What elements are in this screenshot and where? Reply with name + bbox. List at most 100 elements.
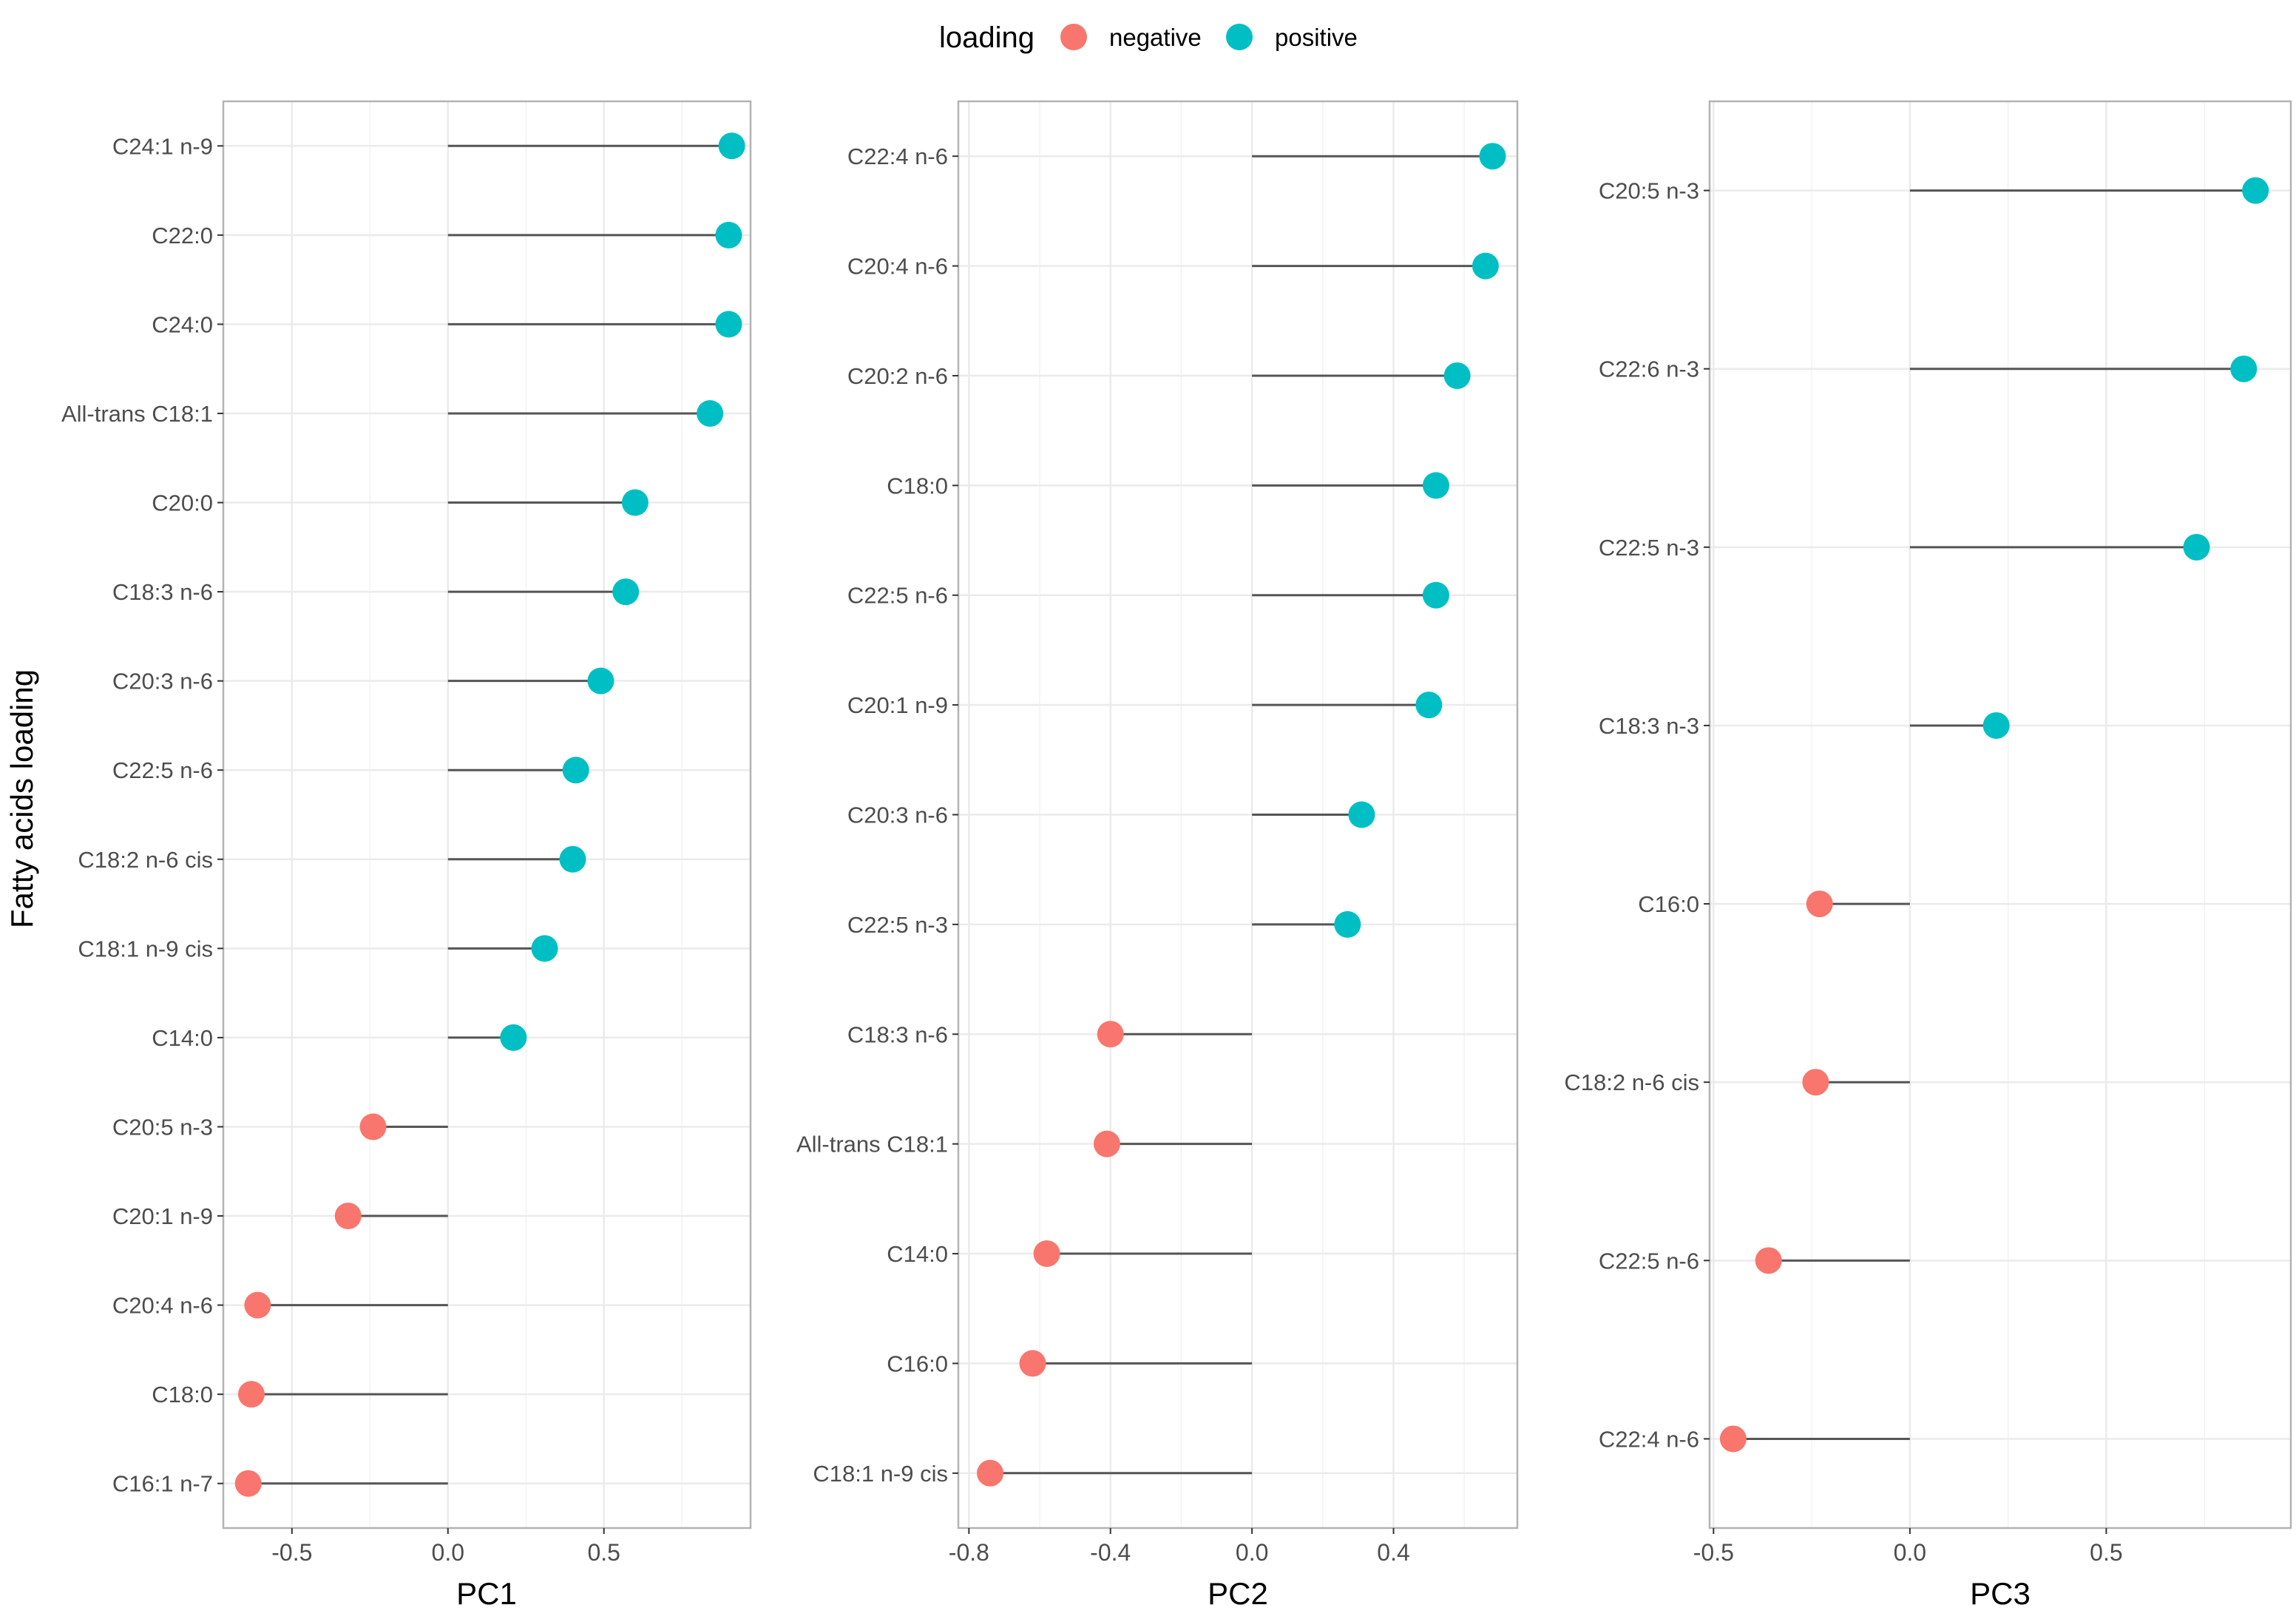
category-label: C14:0	[887, 1241, 948, 1267]
category-label: C18:3 n-6	[112, 579, 213, 605]
legend-positive-label: positive	[1275, 24, 1358, 51]
x-tick-label: -0.5	[1693, 1539, 1734, 1566]
category-label: C20:2 n-6	[847, 363, 948, 389]
category-label: C18:1 n-9 cis	[78, 936, 213, 961]
lollipop-point	[1755, 1247, 1782, 1274]
category-label: C20:5 n-3	[1599, 178, 1699, 204]
category-label: C22:5 n-3	[847, 912, 948, 938]
category-label: C22:4 n-6	[1599, 1426, 1699, 1452]
category-label: C16:0	[1638, 891, 1699, 917]
category-label: C24:0	[152, 311, 213, 337]
x-axis-title: PC2	[1208, 1576, 1268, 1611]
category-label: C14:0	[152, 1025, 213, 1051]
category-label: C18:0	[152, 1382, 213, 1407]
lollipop-point	[715, 221, 742, 249]
panel-pc2: C22:4 n-6 C20:4 n-6 C20:2 n-6 C18:0 C22:5 n-…	[796, 100, 1519, 1611]
x-tick-label: -0.4	[1090, 1539, 1131, 1566]
lollipop-point	[977, 1459, 1004, 1487]
category-label: C20:3 n-6	[112, 669, 213, 694]
lollipop-point	[1802, 1069, 1829, 1096]
category-label: C22:5 n-6	[112, 757, 213, 783]
lollipop-point	[234, 1470, 262, 1497]
x-tick-label: 0.5	[2090, 1539, 2122, 1566]
panel-background	[1710, 101, 2291, 1528]
lollipop-point	[587, 667, 614, 694]
legend-positive-swatch	[1226, 24, 1253, 50]
category-label: C20:1 n-9	[847, 692, 948, 718]
category-label: All-trans C18:1	[61, 401, 213, 427]
lollipop-point	[1982, 712, 2010, 739]
category-label: C22:4 n-6	[847, 143, 948, 169]
lollipop-point	[718, 132, 745, 160]
category-label: C22:5 n-6	[847, 583, 948, 609]
category-label: C18:3 n-6	[847, 1021, 948, 1047]
category-label: C18:3 n-3	[1599, 713, 1699, 739]
lollipop-point	[559, 845, 586, 873]
x-tick-label: -0.8	[949, 1539, 989, 1566]
x-axis-title: PC1	[456, 1576, 517, 1611]
lollipop-point	[334, 1203, 362, 1230]
lollipop-point	[1806, 890, 1833, 918]
lollipop-point	[2183, 533, 2210, 561]
x-tick-label: 0.0	[432, 1539, 464, 1566]
x-tick-label: 0.5	[587, 1539, 620, 1566]
category-label: C22:5 n-3	[1599, 535, 1699, 561]
lollipop-point	[1422, 472, 1449, 499]
category-label: C22:6 n-3	[1599, 356, 1699, 382]
panel-border	[222, 100, 752, 1530]
lollipop-point	[531, 935, 558, 962]
panel-border	[1708, 100, 2292, 1530]
lollipop-point	[1334, 910, 1361, 938]
lollipop-point	[2230, 355, 2258, 382]
category-label: All-trans C18:1	[796, 1132, 948, 1157]
x-tick-label: -0.5	[271, 1539, 312, 1566]
category-label: C18:1 n-9 cis	[813, 1461, 948, 1487]
lollipop-point	[500, 1024, 527, 1051]
lollipop-point	[1472, 252, 1499, 280]
category-label: C16:0	[887, 1351, 948, 1376]
lollipop-point	[1348, 801, 1375, 828]
lollipop-point	[1422, 581, 1449, 609]
lollipop-point	[1443, 362, 1471, 389]
legend-negative-swatch	[1060, 24, 1087, 50]
lollipop-point	[359, 1113, 387, 1140]
category-label: C18:2 n-6 cis	[1564, 1069, 1699, 1095]
lollipop-point	[1415, 692, 1443, 719]
lollipop-point	[1719, 1425, 1747, 1453]
x-axis-title: PC3	[1970, 1576, 2031, 1611]
category-label: C22:0	[152, 223, 213, 249]
lollipop-point	[1093, 1130, 1120, 1157]
lollipop-point	[1479, 143, 1506, 170]
category-label: C20:5 n-3	[112, 1114, 213, 1140]
category-label: C16:1 n-7	[112, 1471, 213, 1497]
x-tick-label: 0.0	[1894, 1539, 1926, 1566]
category-label: C18:2 n-6 cis	[78, 847, 213, 873]
lollipop-point	[2242, 177, 2269, 204]
panel-background	[223, 101, 751, 1528]
category-label: C24:1 n-9	[112, 133, 213, 159]
panel-pc1: C24:1 n-9 C22:0 C24:0 All-trans C18:1 C20:0 C…	[61, 100, 752, 1611]
category-label: C20:0	[152, 490, 213, 516]
legend: loading negative positive	[939, 21, 1358, 54]
y-axis-title: Fatty acids loading	[4, 669, 39, 928]
category-label: C20:1 n-9	[112, 1203, 213, 1229]
lollipop-point	[1019, 1350, 1046, 1377]
panel-pc3: C20:5 n-3 C22:6 n-3 C22:5 n-3 C18:3 n-3 C16:…	[1564, 100, 2292, 1611]
legend-title: loading	[939, 21, 1034, 54]
category-label: C20:4 n-6	[847, 254, 948, 280]
lollipop-point	[244, 1291, 271, 1319]
category-label: C20:4 n-6	[112, 1293, 213, 1319]
x-tick-label: 0.0	[1236, 1539, 1268, 1566]
category-label: C20:3 n-6	[847, 802, 948, 828]
legend-negative-label: negative	[1109, 24, 1202, 51]
lollipop-point	[237, 1381, 265, 1408]
x-tick-label: 0.4	[1377, 1539, 1409, 1566]
lollipop-point	[612, 578, 640, 606]
lollipop-point	[697, 399, 724, 427]
lollipop-point	[715, 311, 742, 338]
category-label: C18:0	[887, 473, 948, 498]
category-label: C22:5 n-6	[1599, 1248, 1699, 1274]
lollipop-point	[1097, 1021, 1124, 1048]
lollipop-point	[562, 757, 589, 784]
